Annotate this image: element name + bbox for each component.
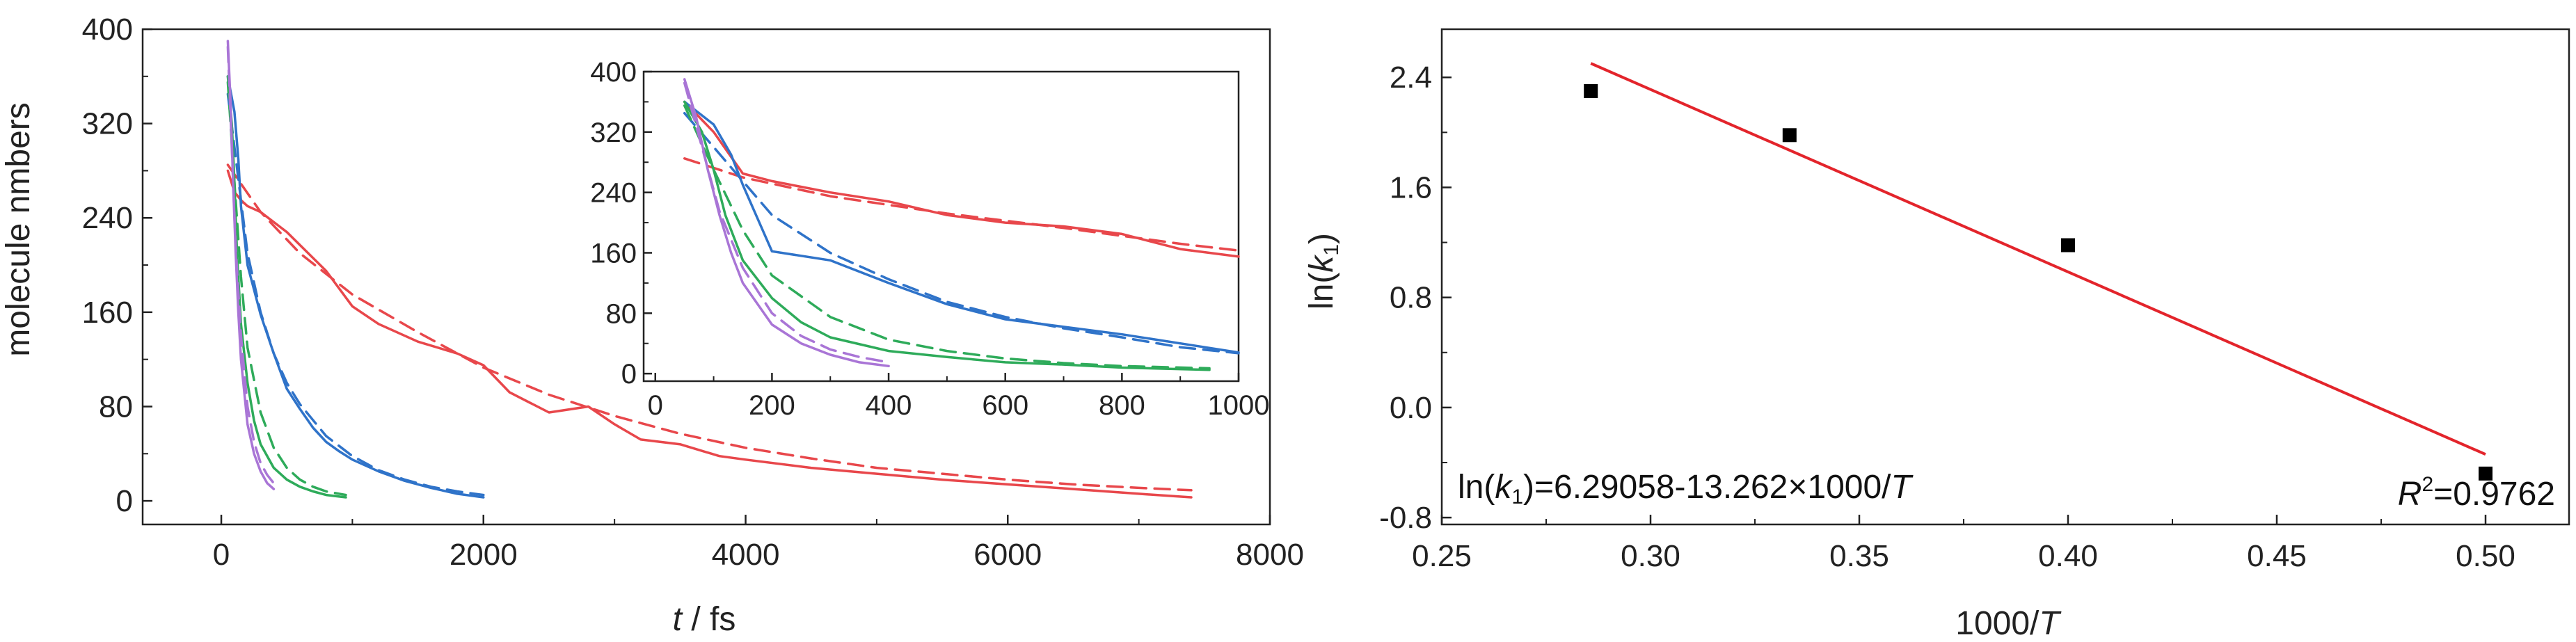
- fit-equation: ln(k1)=6.29058-13.262×1000/T: [1458, 469, 1914, 508]
- series-line-1: [683, 157, 1240, 252]
- x-tick-label: 0: [213, 538, 230, 572]
- x-tick-label: 0: [648, 390, 663, 421]
- series-line-4: [226, 75, 347, 499]
- y-tick-label: 240: [82, 201, 133, 235]
- series-line-0: [226, 169, 1193, 499]
- series-line-4: [683, 100, 1211, 371]
- x-tick-label: 400: [866, 390, 912, 421]
- y-tick-label: 1.6: [1390, 170, 1432, 204]
- x-tick-label: 6000: [973, 538, 1042, 572]
- fit-equation-sub: 1: [1511, 485, 1523, 508]
- series-line-3: [683, 111, 1240, 355]
- data-point-1: [1782, 128, 1797, 143]
- x-tick-label: 2000: [450, 538, 518, 572]
- y-tick-label: 80: [606, 298, 637, 329]
- y-tick-label: 320: [590, 118, 637, 148]
- left-x-axis-unit: / fs: [682, 601, 736, 638]
- x-tick-label: 4000: [712, 538, 780, 572]
- right-chart: 0.25 0.30 0.35 0.40 0.45 0.50 -0.8 0.0 0.8 1.6 2.4…: [1303, 28, 2570, 642]
- right-x-axis-main: 1000/: [1955, 605, 2040, 642]
- inset-plot-frame: [642, 70, 1240, 383]
- y-tick-label: 400: [590, 57, 637, 88]
- x-tick-label: 0.45: [2247, 539, 2307, 573]
- x-tick-label: 0.50: [2456, 539, 2515, 573]
- y-tick-label: 0: [116, 484, 133, 518]
- series-line-5: [226, 81, 347, 497]
- right-y-axis-var: k: [1303, 254, 1340, 273]
- x-tick-label: 600: [982, 390, 1028, 421]
- y-tick-label: 160: [82, 296, 133, 330]
- fit-equation-var: k: [1495, 469, 1513, 506]
- right-y-axis-sub: 1: [1320, 244, 1343, 256]
- right-y-axis-main: ln(: [1303, 273, 1340, 310]
- r-squared-sup: 2: [2422, 473, 2433, 496]
- x-tick-label: 0.25: [1412, 539, 1472, 573]
- right-fit: [1590, 62, 2486, 456]
- right-y-axis-close: ): [1303, 233, 1340, 244]
- data-point-0: [1584, 84, 1598, 98]
- series-line-2: [683, 100, 1240, 354]
- left-series: [226, 40, 1193, 499]
- r-squared-var: R: [2398, 476, 2422, 513]
- right-plot-frame: [1440, 28, 2570, 526]
- left-x-axis-var: t: [673, 601, 683, 638]
- y-tick-label: 240: [590, 178, 637, 209]
- y-tick-label: 0: [621, 359, 637, 390]
- x-tick-label: 800: [1099, 390, 1145, 421]
- y-tick-label: 0.0: [1390, 391, 1432, 425]
- r-squared: R2=0.9762: [2398, 473, 2555, 513]
- x-tick-label: 0.40: [2038, 539, 2098, 573]
- x-tick-label: 200: [749, 390, 795, 421]
- data-point-2: [2061, 238, 2075, 252]
- y-tick-label: 160: [590, 238, 637, 268]
- inset-series: [683, 78, 1240, 371]
- left-plot-frame: [141, 28, 1271, 526]
- fit-equation-post: )=6.29058-13.262×1000/: [1523, 469, 1891, 506]
- y-tick-label: 320: [82, 107, 133, 141]
- right-points: [1584, 84, 2492, 481]
- left-y-axis-title: molecule nmbers: [0, 102, 37, 356]
- fit-line: [1590, 62, 2486, 456]
- inset-chart: 0 200 400 600 800 1000 0 80 160 240 320 400: [590, 57, 1269, 421]
- inset-ticks: 0 200 400 600 800 1000 0 80 160 240 320 400: [590, 57, 1269, 421]
- y-tick-label: 80: [99, 390, 133, 424]
- inset-background: [644, 72, 1239, 381]
- y-tick-label: 400: [82, 13, 133, 47]
- right-x-axis-title: 1000/T: [1955, 605, 2062, 642]
- r-squared-value: =0.9762: [2433, 476, 2555, 513]
- x-tick-label: 1000: [1208, 390, 1270, 421]
- y-tick-label: 0.8: [1390, 281, 1432, 315]
- x-tick-label: 8000: [1236, 538, 1304, 572]
- y-tick-label: 2.4: [1390, 61, 1432, 95]
- y-tick-label: -0.8: [1379, 501, 1432, 535]
- series-line-2: [226, 75, 485, 499]
- x-tick-label: 0.35: [1829, 539, 1889, 573]
- right-ticks: 0.25 0.30 0.35 0.40 0.45 0.50 -0.8 0.0 0.8 1.6 2.4: [1379, 61, 2515, 573]
- series-line-7: [683, 81, 890, 364]
- data-point-3: [2479, 466, 2492, 481]
- right-x-axis-var: T: [2039, 605, 2062, 642]
- fit-equation-var2: T: [1891, 469, 1914, 506]
- series-line-3: [226, 93, 485, 497]
- x-tick-label: 0.30: [1621, 539, 1680, 573]
- fit-equation-pre: ln(: [1458, 469, 1495, 506]
- right-y-axis-title: ln(k1): [1303, 233, 1343, 310]
- series-line-5: [683, 104, 1211, 370]
- series-line-7: [226, 45, 276, 485]
- left-x-axis-title: t / fs: [673, 601, 736, 638]
